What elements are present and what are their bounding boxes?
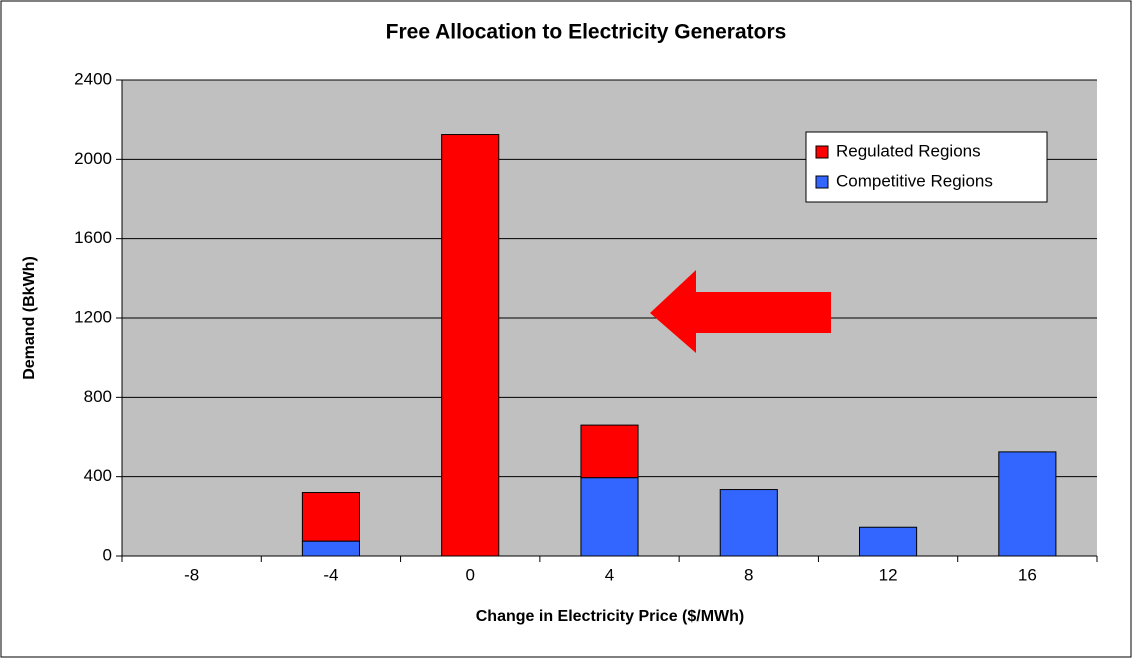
legend-label: Regulated Regions — [836, 141, 981, 160]
y-tick-label: 1200 — [74, 307, 112, 326]
x-tick-label: -4 — [323, 565, 338, 584]
legend-box — [805, 131, 1048, 203]
x-tick-label: 0 — [465, 565, 474, 584]
bar — [998, 451, 1057, 557]
bar — [301, 540, 360, 557]
y-tick-label: 1600 — [74, 228, 112, 247]
bar — [580, 477, 639, 557]
bar — [580, 424, 639, 479]
legend-label: Competitive Regions — [836, 171, 993, 190]
legend-swatch — [815, 175, 829, 189]
chart-title: Free Allocation to Electricity Generator… — [386, 21, 787, 44]
bar — [441, 134, 500, 557]
legend-swatch — [815, 145, 829, 159]
arrow — [650, 270, 831, 353]
x-tick-label: 8 — [744, 565, 753, 584]
y-tick-label: 2400 — [74, 69, 112, 88]
x-tick-label: 12 — [879, 565, 898, 584]
bar — [859, 526, 918, 557]
x-tick-label: 4 — [605, 565, 614, 584]
y-tick-label: 0 — [103, 545, 112, 564]
y-tick-label: 800 — [84, 387, 112, 406]
y-tick-label: 2000 — [74, 149, 112, 168]
y-axis-label: Demand (BkWh) — [21, 256, 38, 380]
x-tick-label: 16 — [1018, 565, 1037, 584]
x-tick-label: -8 — [184, 565, 199, 584]
y-tick-label: 400 — [84, 466, 112, 485]
bar — [719, 489, 778, 557]
bar — [301, 492, 360, 542]
x-axis-label: Change in Electricity Price ($/MWh) — [476, 608, 745, 625]
